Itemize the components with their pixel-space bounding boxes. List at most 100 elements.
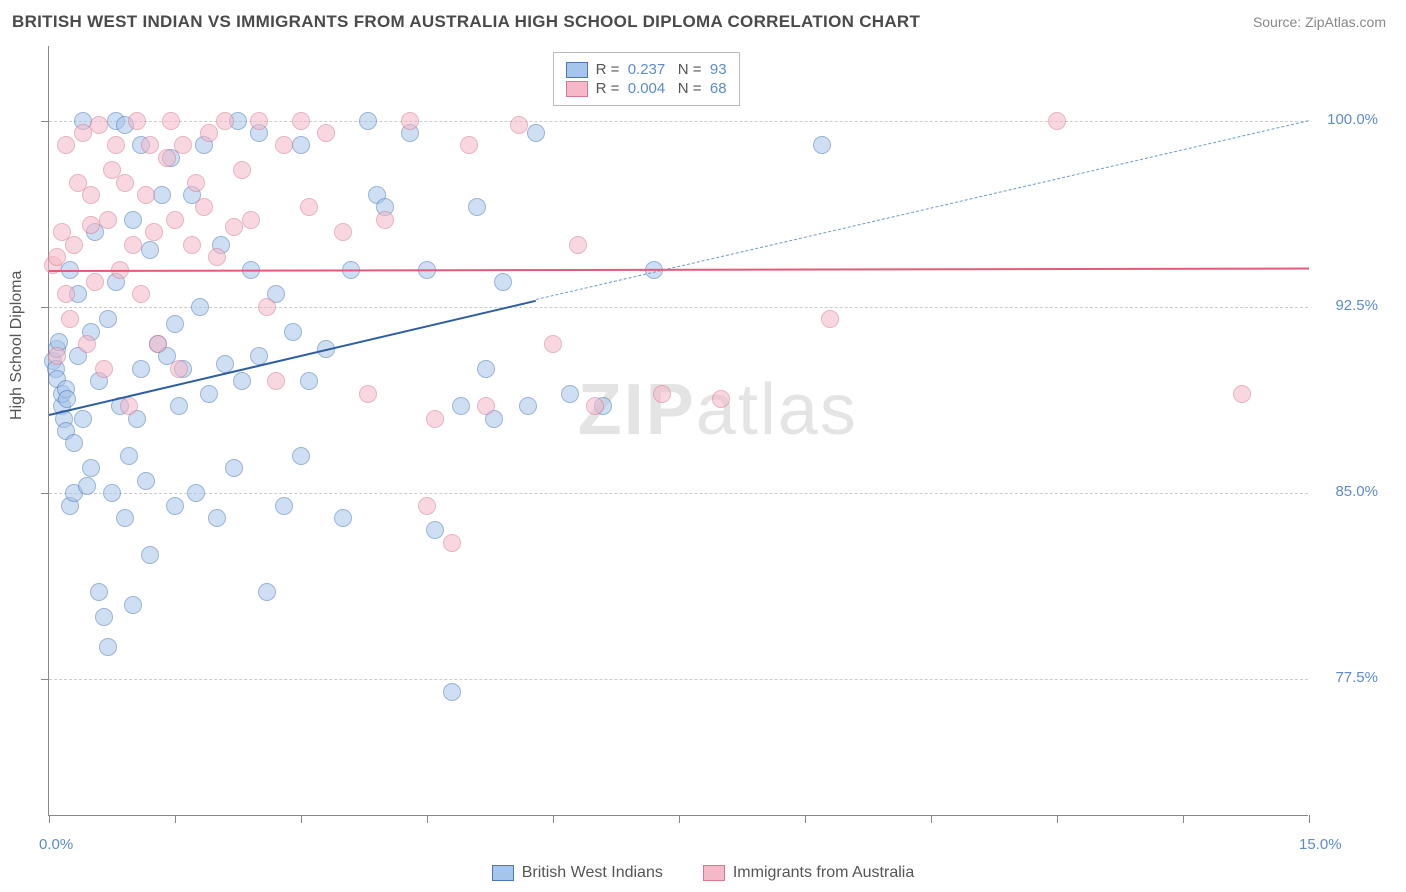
data-point — [74, 410, 92, 428]
data-point — [569, 236, 587, 254]
legend-swatch — [566, 62, 588, 78]
data-point — [443, 534, 461, 552]
data-point — [95, 360, 113, 378]
data-point — [166, 211, 184, 229]
data-point — [132, 360, 150, 378]
data-point — [712, 390, 730, 408]
data-point — [359, 112, 377, 130]
data-point — [225, 218, 243, 236]
data-point — [300, 198, 318, 216]
stats-text: R = 0.004 N = 68 — [596, 80, 727, 97]
legend-swatch — [566, 81, 588, 97]
data-point — [107, 136, 125, 154]
data-point — [275, 497, 293, 515]
gridline — [49, 307, 1308, 308]
data-point — [544, 335, 562, 353]
data-point — [86, 273, 104, 291]
y-tick-label: 85.0% — [1335, 483, 1378, 500]
data-point — [57, 136, 75, 154]
data-point — [200, 124, 218, 142]
data-point — [82, 186, 100, 204]
data-point — [162, 112, 180, 130]
data-point — [170, 360, 188, 378]
data-point — [116, 174, 134, 192]
data-point — [208, 248, 226, 266]
data-point — [90, 583, 108, 601]
x-tick — [1057, 815, 1058, 823]
data-point — [1048, 112, 1066, 130]
data-point — [170, 397, 188, 415]
data-point — [65, 236, 83, 254]
x-tick — [49, 815, 50, 823]
data-point — [99, 211, 117, 229]
data-point — [468, 198, 486, 216]
data-point — [141, 546, 159, 564]
y-axis-label: High School Diploma — [8, 271, 26, 420]
data-point — [82, 216, 100, 234]
data-point — [137, 472, 155, 490]
data-point — [200, 385, 218, 403]
data-point — [813, 136, 831, 154]
x-tick — [301, 815, 302, 823]
data-point — [183, 236, 201, 254]
data-point — [128, 112, 146, 130]
data-point — [418, 497, 436, 515]
data-point — [494, 273, 512, 291]
data-point — [250, 112, 268, 130]
chart-title: BRITISH WEST INDIAN VS IMMIGRANTS FROM A… — [12, 12, 920, 32]
watermark: ZIPatlas — [578, 369, 858, 451]
data-point — [359, 385, 377, 403]
data-point — [334, 509, 352, 527]
data-point — [292, 112, 310, 130]
data-point — [187, 174, 205, 192]
legend-item: British West Indians — [492, 864, 663, 882]
x-tick — [427, 815, 428, 823]
data-point — [376, 211, 394, 229]
data-point — [116, 509, 134, 527]
stats-legend-row: R = 0.237 N = 93 — [566, 61, 727, 78]
data-point — [443, 683, 461, 701]
x-tick — [1309, 815, 1310, 823]
data-point — [561, 385, 579, 403]
data-point — [74, 124, 92, 142]
data-point — [153, 186, 171, 204]
gridline — [49, 493, 1308, 494]
data-point — [334, 223, 352, 241]
data-point — [300, 372, 318, 390]
legend-swatch — [492, 865, 514, 881]
data-point — [233, 161, 251, 179]
x-tick — [1183, 815, 1184, 823]
x-tick — [679, 815, 680, 823]
data-point — [195, 198, 213, 216]
x-tick-label: 0.0% — [39, 836, 73, 853]
x-tick — [175, 815, 176, 823]
data-point — [460, 136, 478, 154]
data-point — [187, 484, 205, 502]
data-point — [61, 310, 79, 328]
data-point — [95, 608, 113, 626]
legend-swatch — [703, 865, 725, 881]
data-point — [292, 136, 310, 154]
data-point — [158, 149, 176, 167]
data-point — [510, 116, 528, 134]
data-point — [426, 410, 444, 428]
data-point — [78, 477, 96, 495]
legend-label: Immigrants from Australia — [733, 864, 914, 882]
data-point — [267, 372, 285, 390]
data-point — [58, 390, 76, 408]
data-point — [103, 484, 121, 502]
series-legend: British West Indians Immigrants from Aust… — [0, 864, 1406, 882]
data-point — [141, 136, 159, 154]
data-point — [208, 509, 226, 527]
data-point — [124, 236, 142, 254]
data-point — [401, 112, 419, 130]
stats-text: R = 0.237 N = 93 — [596, 61, 727, 78]
data-point — [78, 335, 96, 353]
data-point — [527, 124, 545, 142]
data-point — [258, 583, 276, 601]
data-point — [191, 298, 209, 316]
data-point — [99, 310, 117, 328]
data-point — [124, 211, 142, 229]
data-point — [48, 248, 66, 266]
data-point — [653, 385, 671, 403]
